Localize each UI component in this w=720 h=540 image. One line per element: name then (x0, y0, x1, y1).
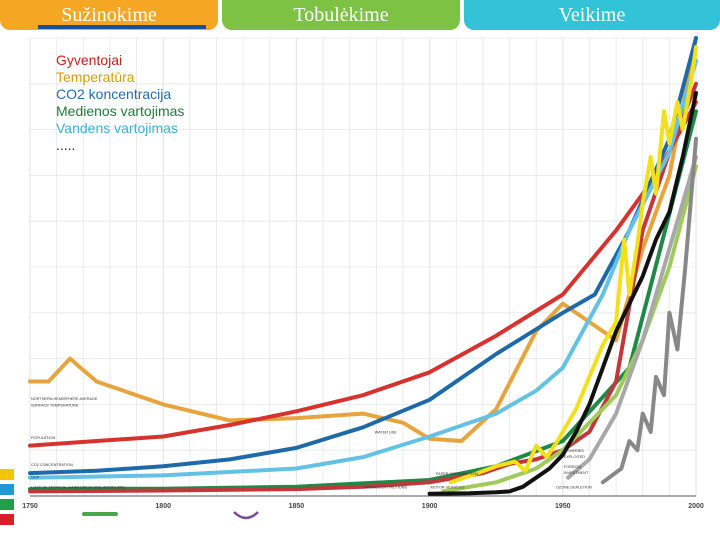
series-line-1 (28, 100, 698, 448)
trends-line-chart: NORTHERN HEMISPHERE AVERAGE SURFACE TEMPE… (22, 36, 704, 510)
series-line-9 (566, 155, 698, 480)
series-annotation: POPULATION (31, 436, 55, 440)
x-tick-label: 1750 (22, 503, 38, 510)
logo-mark (82, 512, 118, 516)
tab-underline (38, 25, 206, 29)
series-annotation: INVESTMENT (564, 471, 589, 475)
x-tick-label: 2000 (688, 503, 704, 510)
series-annotation: MOTOR VEHICLES (431, 486, 465, 490)
legend-item-population: Gyventojai (56, 52, 123, 68)
series-annotation: FOREIGN (564, 465, 582, 469)
tab-label: Veikime (558, 3, 626, 26)
series-annotation: GDP (31, 476, 40, 480)
series-annotation: CO2 CONCENTRATION (31, 463, 73, 467)
x-tick-label: 1950 (555, 503, 571, 510)
series-line-10 (600, 136, 698, 485)
tab-label: Sužinokime (61, 3, 157, 26)
series-annotation: WATER USE (375, 431, 398, 435)
x-tick-label: 1800 (155, 503, 171, 510)
legend-item-water: Vandens vartojimas (56, 120, 178, 136)
side-marker-yellow (0, 469, 14, 480)
series-annotation: SPECIES EXTINCTIONS (364, 486, 408, 490)
series-annotation: SURFACE TEMPERATURE (31, 404, 79, 408)
legend-item-co2: CO2 koncentracija (56, 86, 172, 102)
tab-tobulekime[interactable]: Tobulėkime (222, 0, 460, 30)
legend-ellipsis: ..... (56, 137, 76, 153)
legend: Gyventojai Temperatūra CO2 koncentracija… (56, 52, 184, 154)
series-annotation: OZONE DEPLETION (556, 486, 592, 490)
tab-veikime[interactable]: Veikime (464, 0, 720, 30)
tab-label: Tobulėkime (293, 3, 389, 26)
series-line-8 (427, 91, 698, 496)
series-line-5 (28, 58, 698, 480)
side-marker-green (0, 499, 14, 510)
series-line-7 (448, 45, 698, 485)
side-marker-red (0, 514, 14, 525)
logo-emblem (233, 511, 259, 520)
series-annotation: LOSS OF TROPICAL RAINFOREST AND WOODLAND (31, 486, 125, 490)
series-annotation: NORTHERN HEMISPHERE AVERAGE (31, 397, 98, 401)
x-tick-label: 1850 (289, 503, 305, 510)
series-line-6 (440, 164, 698, 494)
side-marker-blue (0, 484, 14, 495)
legend-item-temperature: Temperatūra (56, 69, 135, 85)
series-line-4 (28, 81, 698, 494)
legend-item-wood: Medienos vartojimas (56, 103, 185, 119)
series-line-0 (28, 36, 698, 443)
series-annotation: EXPLOITED (564, 455, 586, 459)
x-tick-label: 1900 (422, 503, 438, 510)
series-annotation: FISHERIES (564, 449, 585, 453)
series-annotation: PAPER CONSUMPTION (436, 472, 478, 476)
